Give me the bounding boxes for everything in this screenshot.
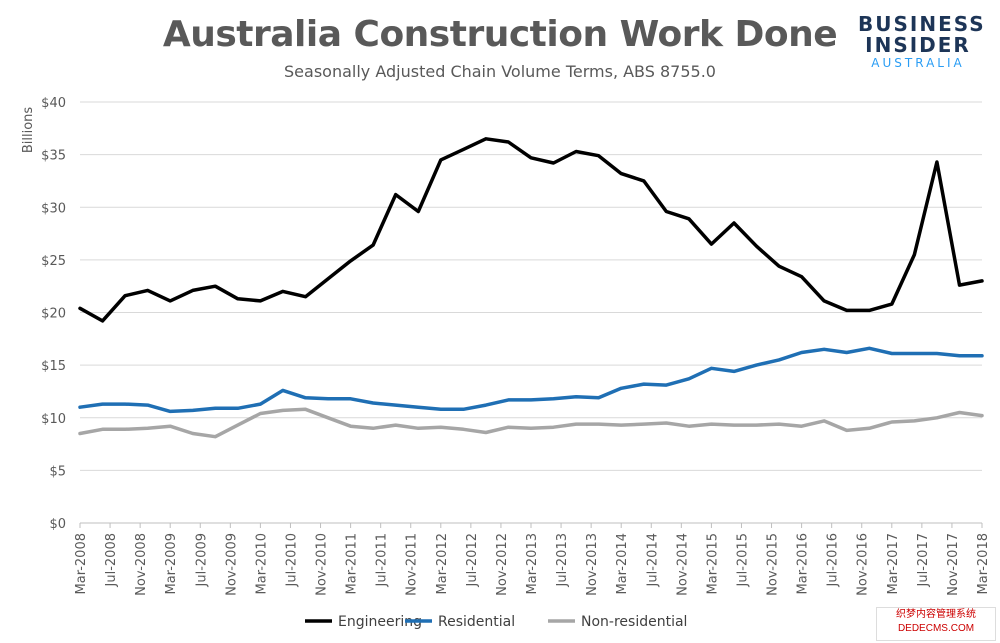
series-line-engineering xyxy=(78,137,984,323)
y-axis-label: Billions xyxy=(21,107,36,154)
x-tick-label: Jul-2009 xyxy=(194,533,209,587)
logo-line-2: INSIDER xyxy=(865,33,971,57)
axes: $0 $5 $10 $15 $20 $25 $30 $35 $40 Billions Mar-200… xyxy=(21,96,991,596)
x-tick-label: Mar-2013 xyxy=(525,533,540,594)
x-tick-label: Jul-2011 xyxy=(375,533,390,587)
x-tick-label: Jul-2010 xyxy=(284,533,299,587)
x-tick-label: Nov-2016 xyxy=(856,533,871,596)
x-tick-label: Nov-2012 xyxy=(495,533,510,596)
x-tick-label: Nov-2013 xyxy=(585,533,600,596)
x-tick-label: Nov-2010 xyxy=(315,533,330,596)
y-tick-label: $25 xyxy=(41,254,66,269)
watermark: 织梦内容管理系统 DEDECMS.COM xyxy=(876,607,996,641)
logo-line-3: AUSTRALIA xyxy=(871,56,965,70)
x-tick-label: Nov-2017 xyxy=(946,533,961,596)
business-insider-logo: BUSINESS INSIDER AUSTRALIA xyxy=(858,12,986,71)
y-tick-label: $10 xyxy=(41,412,66,427)
series-line-residential xyxy=(78,346,984,414)
y-tick-label: $0 xyxy=(49,517,66,532)
y-tick-label: $5 xyxy=(49,464,66,479)
x-tick-label: Mar-2011 xyxy=(345,533,360,594)
series-lines xyxy=(78,137,984,439)
y-tick-label: $15 xyxy=(41,359,66,374)
legend: Engineering Residential Non-residential xyxy=(305,614,687,630)
logo-line-1: BUSINESS xyxy=(858,12,986,36)
x-tick-label: Mar-2009 xyxy=(164,533,179,594)
legend-label: Engineering xyxy=(338,614,422,630)
x-tick-label: Nov-2015 xyxy=(766,533,781,596)
x-tick-label: Jul-2008 xyxy=(104,533,119,587)
x-tick-label: Mar-2017 xyxy=(886,533,901,594)
x-tick-label: Mar-2008 xyxy=(74,533,89,594)
x-tick-label: Nov-2011 xyxy=(405,533,420,596)
y-tick-label: $40 xyxy=(41,96,66,111)
gridlines xyxy=(80,101,982,524)
x-tick-label: Mar-2018 xyxy=(976,533,991,594)
x-tick-label: Mar-2014 xyxy=(615,533,630,594)
chart-subtitle: Seasonally Adjusted Chain Volume Terms, … xyxy=(284,62,716,81)
y-tick-label: $35 xyxy=(41,149,66,164)
watermark-line-2: DEDECMS.COM xyxy=(897,623,975,634)
x-tick-label: Jul-2017 xyxy=(916,533,931,587)
x-tick-label: Jul-2015 xyxy=(735,533,750,587)
x-tick-label: Jul-2012 xyxy=(465,533,480,587)
y-tick-label: $30 xyxy=(41,201,66,216)
x-tick-label: Mar-2016 xyxy=(796,533,811,594)
chart-title: Australia Construction Work Done xyxy=(162,14,838,55)
x-tick-label: Nov-2008 xyxy=(134,533,149,596)
x-tick-label: Mar-2012 xyxy=(435,533,450,594)
x-tick-label: Mar-2010 xyxy=(254,533,269,594)
x-tick-label: Jul-2013 xyxy=(555,533,570,587)
x-tick-label: Mar-2015 xyxy=(705,533,720,594)
legend-label: Residential xyxy=(438,614,515,630)
x-tick-label: Nov-2014 xyxy=(675,533,690,596)
legend-label: Non-residential xyxy=(581,614,687,630)
x-tick-label: Nov-2009 xyxy=(224,533,239,596)
x-tick-label: Jul-2014 xyxy=(645,533,660,587)
x-tick-label: Jul-2016 xyxy=(826,533,841,587)
y-tick-label: $20 xyxy=(41,307,66,322)
watermark-line-1: 织梦内容管理系统 xyxy=(896,609,976,620)
series-line-non-residential xyxy=(78,407,984,439)
